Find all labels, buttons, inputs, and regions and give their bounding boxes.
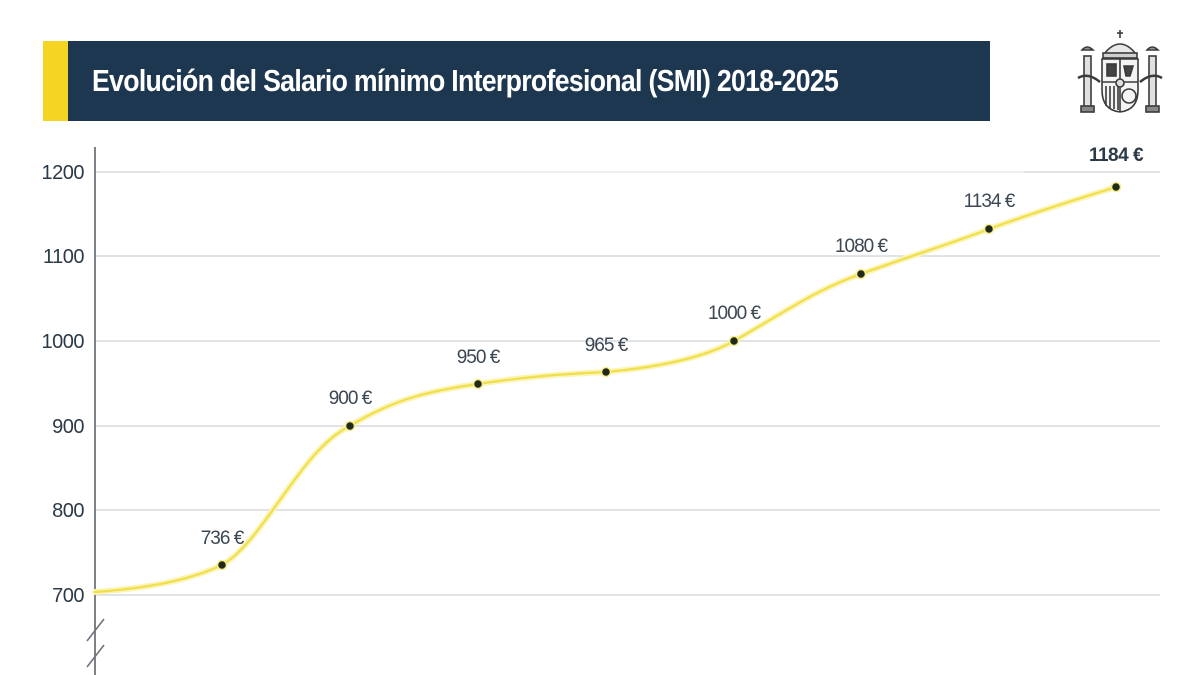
y-tick-700: 700 — [52, 585, 84, 607]
y-tick-1100: 1100 — [43, 246, 84, 268]
data-label-2019: 900 € — [329, 388, 373, 409]
data-label-2022: 1000 € — [708, 303, 762, 324]
data-label-2021: 965 € — [585, 335, 629, 356]
axis-break-icon — [86, 618, 105, 668]
y-tick-800: 800 — [52, 500, 84, 522]
data-point-2023 — [855, 268, 867, 280]
spain-coat-of-arms-icon — [1077, 30, 1163, 113]
data-point-2024 — [983, 223, 995, 235]
y-tick-900: 900 — [52, 416, 84, 438]
data-label-2025: 1184 € — [1089, 145, 1144, 166]
chart-title: Evolución del Salario mínimo Interprofes… — [92, 63, 839, 98]
header-accent-bar — [43, 41, 68, 121]
data-point-2018 — [216, 559, 228, 571]
header-bar: Evolución del Salario mínimo Interprofes… — [68, 41, 990, 121]
data-label-2023: 1080 € — [835, 236, 889, 257]
data-point-2025 — [1110, 181, 1122, 193]
y-tick-1200: 1200 — [42, 162, 85, 184]
data-line-stroke — [93, 185, 1118, 594]
y-tick-1000: 1000 — [42, 331, 85, 353]
data-line — [92, 184, 1119, 595]
data-point-2019 — [344, 420, 356, 432]
data-point-2021 — [600, 366, 612, 378]
data-label-2024: 1134 € — [964, 191, 1016, 212]
data-point-2022 — [728, 335, 740, 347]
data-point-2020 — [472, 378, 484, 390]
data-label-2018: 736 € — [201, 528, 245, 549]
data-label-2020: 950 € — [457, 347, 501, 368]
